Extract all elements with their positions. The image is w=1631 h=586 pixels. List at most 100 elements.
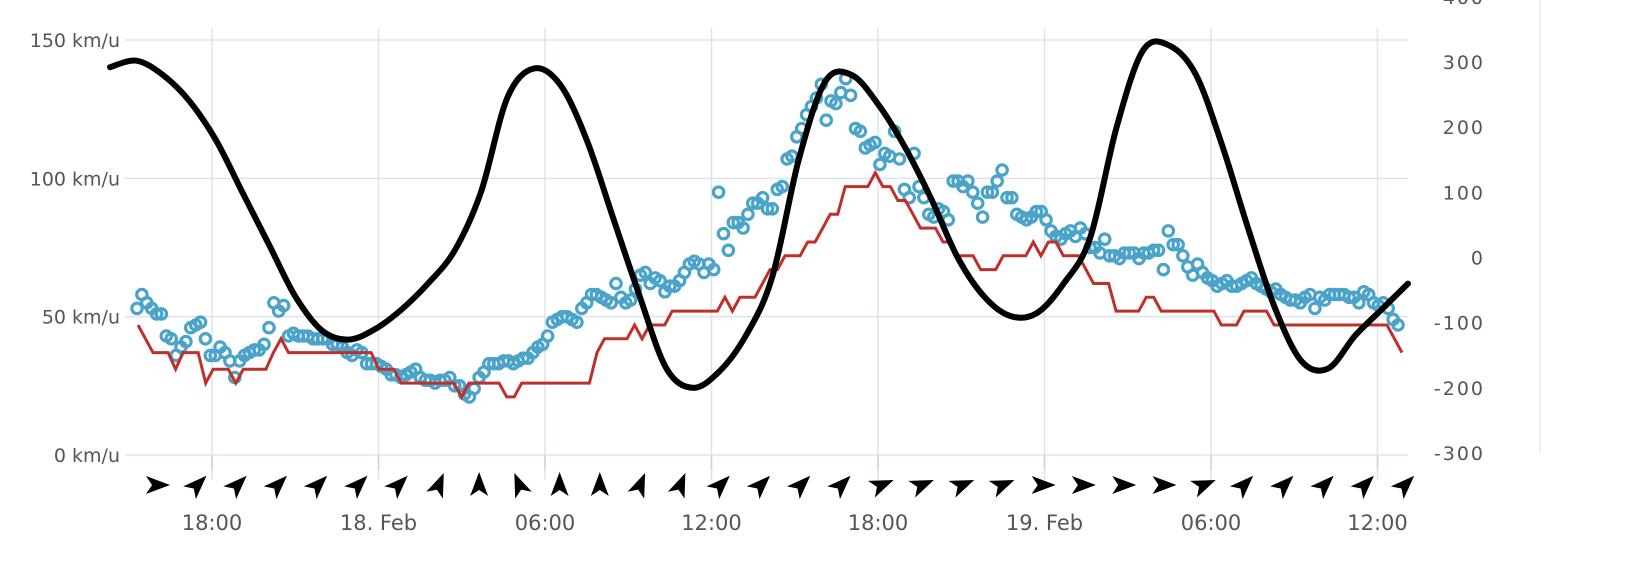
scatter-point [1005, 190, 1019, 205]
scatter-point [653, 273, 667, 288]
wind-arrow-icon [1390, 475, 1415, 500]
scatter-point [1166, 237, 1180, 252]
right-y-tick-label: -300 [1434, 443, 1485, 465]
scatter-point [775, 179, 789, 194]
wind-arrow-icon [667, 472, 686, 499]
x-tick-label: 18:00 [848, 511, 909, 535]
scatter-point [1176, 249, 1190, 263]
left-y-tick-label: 100 km/u [30, 168, 120, 190]
wind-arrow-icon [1350, 475, 1374, 500]
wind-arrow-icon [384, 475, 408, 500]
scatter-point [1171, 237, 1185, 252]
wind-arrow-icon [827, 475, 851, 500]
wind-arrow-icon [1071, 476, 1096, 494]
wind-arrow-icon [263, 475, 287, 500]
x-tick-label: 06:00 [1181, 511, 1242, 535]
scatter-point [736, 221, 750, 235]
scatter-point [164, 331, 178, 346]
right-y-tick-label: 0 [1471, 248, 1485, 270]
right-y-tick-label: -200 [1434, 378, 1485, 400]
scatter-point [980, 185, 995, 199]
series-layer [107, 38, 1411, 404]
wind-arrow-icon [223, 475, 247, 500]
x-tick-label: 18. Feb [340, 511, 417, 535]
scatter-point [1039, 213, 1053, 227]
scatter-point [516, 351, 530, 365]
wind-arrow-icon [183, 475, 207, 500]
scatter-point [149, 307, 164, 321]
scatter-point [829, 96, 843, 111]
right-y-tick-label: -100 [1434, 313, 1485, 335]
scatter-point [262, 320, 276, 335]
wind-arrow-icon [470, 472, 489, 496]
wind-arrow-icon [867, 480, 894, 498]
wind-arrow-icon [590, 472, 609, 496]
scatter-point [1352, 295, 1366, 310]
scatter-point [892, 152, 907, 166]
wind-arrow-icon [344, 475, 368, 500]
scatter-point [1000, 190, 1014, 205]
right-y-tick-label: 100 [1443, 182, 1485, 204]
scatter-point [853, 124, 868, 139]
wind-arrow-icon [948, 480, 975, 498]
scatter-point [716, 226, 731, 241]
scatter-point [970, 196, 985, 210]
scatter-point [902, 190, 916, 205]
scatter-point [1151, 243, 1166, 258]
scatter-point [623, 293, 638, 307]
wind-arrow-icon [1310, 475, 1334, 500]
wind-arrow-icon [706, 475, 730, 500]
scatter-point [745, 196, 760, 210]
scatter-point [447, 378, 462, 393]
scatter-point [819, 113, 833, 127]
scatter-point [726, 215, 741, 230]
scatter-point [721, 243, 736, 258]
scatter-point [946, 174, 960, 188]
gust-line [136, 169, 1404, 401]
scatter-point [765, 202, 780, 216]
scatter-point [843, 88, 858, 103]
wind-arrow-icon [988, 480, 1015, 498]
wind-arrow-icon [426, 472, 444, 499]
scatter-point [706, 262, 721, 277]
scatter-point [276, 298, 291, 313]
scatter-point [1308, 301, 1322, 316]
scatter-point [662, 279, 677, 293]
scatter-point [760, 202, 775, 216]
wind-arrow-icon [146, 476, 170, 494]
scatter-point [154, 307, 169, 321]
scatter-point [995, 163, 1009, 177]
left-y-tick-label: 50 km/u [42, 307, 120, 329]
x-tick-label: 18:00 [182, 511, 243, 535]
scatter-point [604, 295, 618, 310]
scatter-point [1146, 243, 1161, 258]
scatter-point [1342, 290, 1356, 305]
wind-arrow-icon [1270, 475, 1294, 500]
left-y-axis: 0 km/u 50 km/u 100 km/u 150 km/u [30, 30, 120, 467]
x-tick-label: 12:00 [1347, 511, 1408, 535]
wind-arrow-icon [746, 475, 771, 500]
scatter-point [975, 210, 990, 224]
right-y-tick-label: 200 [1443, 117, 1485, 139]
wind-arrow-icon [550, 472, 569, 496]
wind-arrow-icon [908, 480, 934, 498]
right-y-tick-label-clipped: 400 [1443, 0, 1485, 9]
wind-arrow-icon [303, 475, 328, 500]
scatter-point [985, 185, 1000, 199]
wind-arrow-icon [514, 472, 532, 499]
scatter-point [540, 329, 555, 343]
scatter-point [1161, 224, 1176, 238]
scatter-point [198, 331, 213, 346]
right-y-tick-label: 300 [1443, 52, 1485, 74]
scatter-point [179, 334, 193, 349]
scatter-point [1156, 262, 1171, 277]
scatter-point [965, 185, 980, 199]
scatter-point [257, 337, 271, 352]
tide-line [107, 38, 1411, 391]
scatter-point [961, 174, 975, 188]
scatter-point [1122, 246, 1136, 260]
scatter-point [1029, 204, 1044, 219]
scatter-point [570, 315, 584, 329]
